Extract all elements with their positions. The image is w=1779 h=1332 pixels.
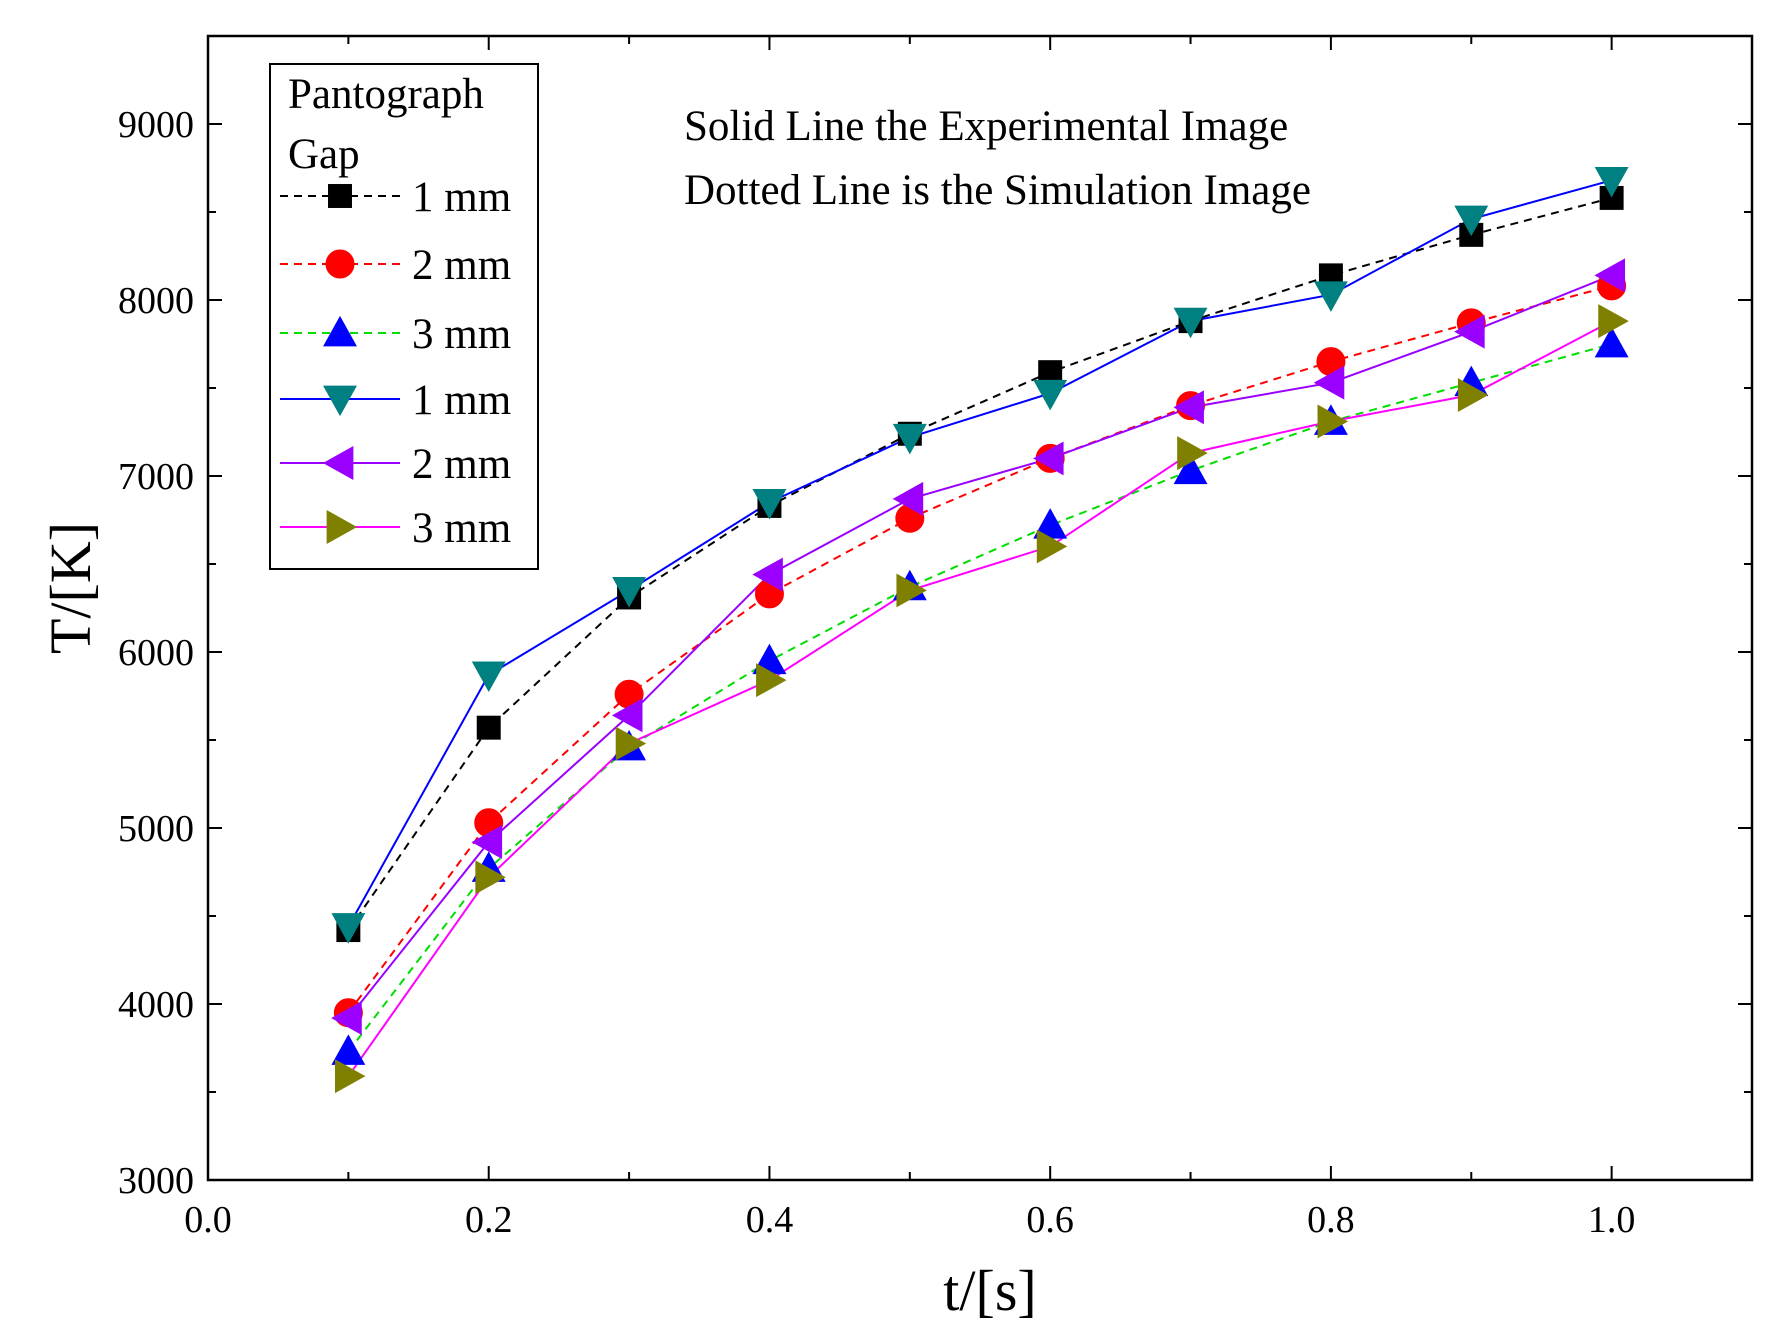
data-point-s3-4 bbox=[892, 423, 927, 455]
data-point-s4-6 bbox=[1173, 390, 1204, 425]
tick-labels: 0.0 0.2 0.4 0.6 0.8 1.0 3000 4000 5000 6000 7000 80… bbox=[118, 104, 1635, 1241]
legend-label-5: 3 mm bbox=[412, 505, 511, 552]
data-point-s4-5 bbox=[1033, 441, 1064, 476]
legend-entries: 1 mm 2 mm 3 mm 1 mm 2 mm 3 mm bbox=[280, 174, 511, 552]
data-point-s5-6 bbox=[1177, 436, 1208, 471]
data-point-s2-6 bbox=[1173, 453, 1208, 485]
y-tick-label: 7000 bbox=[118, 456, 194, 498]
y-tick-label: 4000 bbox=[118, 984, 194, 1026]
legend: Pantograph Gap 1 mm 2 mm 3 mm 1 mm 2 mm 3 mm bbox=[269, 63, 539, 570]
legend-label-1: 2 mm bbox=[412, 242, 511, 289]
x-tick-label: 0.2 bbox=[465, 1199, 513, 1241]
series-markers bbox=[331, 166, 1629, 1094]
data-point-s4-4 bbox=[892, 481, 924, 516]
x-tick-label: 0.4 bbox=[746, 1199, 794, 1241]
data-point-s5-4 bbox=[896, 573, 927, 608]
series-line-4 bbox=[347, 274, 1612, 1019]
y-tick-label: 9000 bbox=[118, 104, 194, 146]
legend-title-line-2: Gap bbox=[288, 131, 360, 178]
data-point-s3-5 bbox=[1033, 379, 1068, 411]
data-point-s3-8 bbox=[1454, 205, 1489, 237]
annotation-simulation: Dotted Line is the Simulation Image bbox=[684, 167, 1311, 214]
data-point-s5-3 bbox=[756, 663, 787, 698]
x-tick-label: 1.0 bbox=[1588, 1199, 1636, 1241]
legend-label-0: 1 mm bbox=[412, 174, 511, 221]
legend-marker-5 bbox=[326, 510, 358, 544]
data-point-s4-2 bbox=[611, 698, 643, 733]
data-point-s4-7 bbox=[1313, 365, 1345, 400]
series-line-1 bbox=[347, 284, 1612, 1014]
series-line-0 bbox=[347, 196, 1612, 931]
series-lines bbox=[347, 179, 1613, 1077]
data-point-s3-9 bbox=[1594, 166, 1629, 198]
data-point-s4-9 bbox=[1594, 258, 1626, 293]
y-tick-label: 5000 bbox=[118, 808, 194, 850]
x-tick-label: 0.8 bbox=[1307, 1199, 1355, 1241]
data-point-s5-0 bbox=[334, 1059, 366, 1094]
data-point-s2-9 bbox=[1594, 326, 1629, 358]
data-point-s3-6 bbox=[1173, 307, 1208, 339]
series-line-3 bbox=[347, 179, 1612, 928]
data-point-s4-3 bbox=[752, 557, 783, 592]
legend-label-2: 3 mm bbox=[412, 311, 511, 358]
data-point-s2-0 bbox=[331, 1034, 366, 1065]
data-point-s5-5 bbox=[1036, 529, 1068, 564]
x-tick-label: 0.6 bbox=[1026, 1199, 1074, 1241]
data-point-s4-8 bbox=[1454, 314, 1485, 349]
data-point-s5-2 bbox=[615, 726, 647, 761]
data-point-s5-1 bbox=[475, 860, 506, 895]
data-point-s5-8 bbox=[1457, 378, 1489, 412]
data-point-s3-3 bbox=[752, 489, 787, 520]
legend-title-line-1: Pantograph bbox=[288, 71, 484, 118]
annotation-experimental: Solid Line the Experimental Image bbox=[684, 103, 1288, 150]
legend-marker-1 bbox=[325, 249, 355, 279]
series-line-5 bbox=[347, 320, 1613, 1077]
legend-marker-4 bbox=[322, 446, 354, 480]
legend-marker-0 bbox=[328, 184, 352, 208]
data-point-s3-0 bbox=[331, 913, 366, 944]
plot-frame bbox=[206, 34, 1754, 1182]
y-tick-label: 6000 bbox=[118, 632, 194, 674]
legend-label-4: 2 mm bbox=[412, 441, 511, 488]
series-line-2 bbox=[347, 343, 1612, 1053]
data-point-s3-7 bbox=[1313, 281, 1348, 312]
x-tick-label: 0.0 bbox=[184, 1199, 232, 1241]
x-axis-title: t/[s] bbox=[943, 1258, 1036, 1323]
y-tick-label: 3000 bbox=[118, 1160, 194, 1202]
data-point-s5-9 bbox=[1598, 304, 1629, 339]
data-point-s4-1 bbox=[471, 825, 503, 860]
data-point-s4-0 bbox=[331, 1001, 362, 1036]
legend-marker-2 bbox=[323, 315, 357, 347]
legend-label-3: 1 mm bbox=[412, 377, 511, 424]
legend-marker-3 bbox=[323, 385, 357, 417]
y-tick-label: 8000 bbox=[118, 280, 194, 322]
data-point-s5-7 bbox=[1317, 404, 1349, 439]
data-point-s0-1 bbox=[476, 715, 501, 740]
data-point-s3-1 bbox=[471, 661, 506, 693]
data-point-s3-2 bbox=[612, 577, 647, 608]
y-axis-title: T/[K] bbox=[38, 522, 103, 654]
legend-box bbox=[269, 63, 539, 570]
